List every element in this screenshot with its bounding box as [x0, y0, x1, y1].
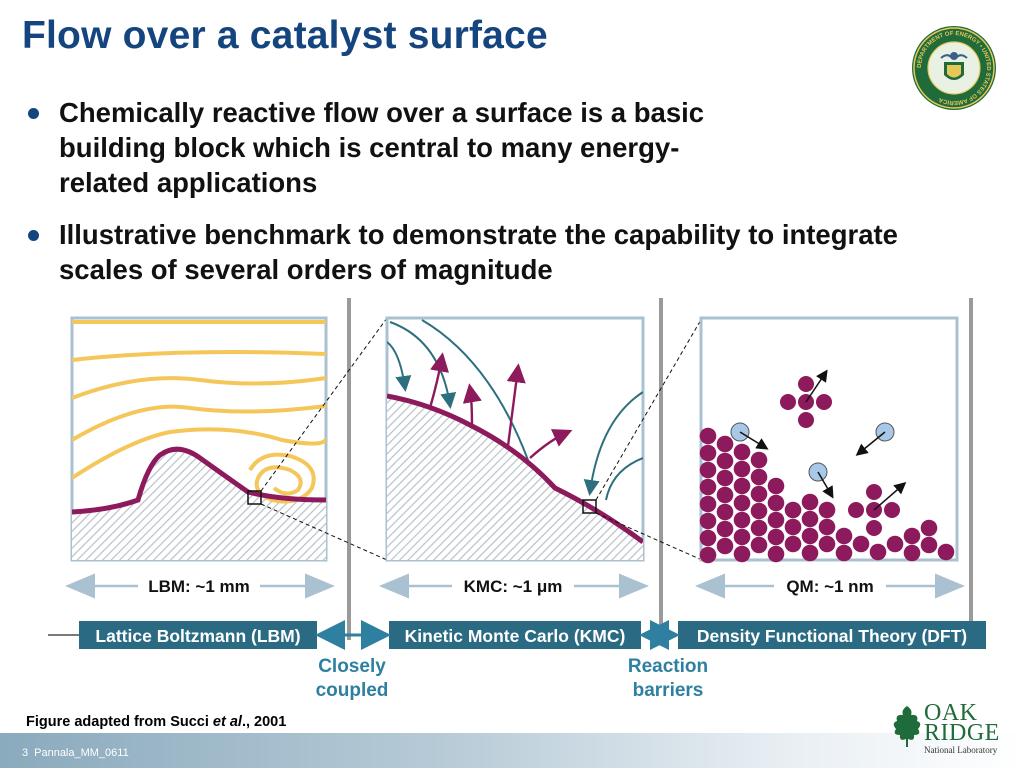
atom: [920, 519, 938, 537]
method-label: Lattice Boltzmann (LBM): [95, 626, 300, 646]
atom: [716, 503, 734, 521]
atom: [699, 512, 717, 530]
atom: [733, 545, 751, 563]
method-box: [79, 621, 317, 649]
logo-line1: OAK: [924, 700, 978, 726]
figure-caption: Figure adapted from Succi et al., 2001: [26, 714, 286, 730]
atom: [716, 537, 734, 555]
method-box: [678, 621, 986, 649]
atom: [903, 527, 921, 545]
atom: [733, 494, 751, 512]
oak-leaf-icon: [893, 706, 921, 747]
atom: [750, 536, 768, 554]
atom: [835, 527, 853, 545]
bullet-icon: [28, 230, 39, 241]
atom: [784, 501, 802, 519]
method-box: [389, 621, 641, 649]
atom: [818, 518, 836, 536]
atom: [733, 511, 751, 529]
atom: [767, 545, 785, 563]
atom: [699, 546, 717, 564]
atom: [767, 477, 785, 495]
atom: [903, 544, 921, 562]
atom: [699, 529, 717, 547]
document-id: Pannala_MM_0611: [34, 747, 129, 759]
scale-label: KMC: ~1 μm: [464, 577, 563, 596]
lbm-panel: [70, 316, 328, 562]
atom: [699, 495, 717, 513]
slide-title: Flow over a catalyst surface: [22, 14, 548, 57]
atom: [733, 443, 751, 461]
bullet-text: Chemically reactive flow over a surface …: [59, 97, 705, 198]
atom: [699, 427, 717, 445]
method-label: Kinetic Monte Carlo (KMC): [405, 626, 626, 646]
bullet-item: Chemically reactive flow over a surface …: [28, 95, 749, 200]
coupling-label: coupled: [316, 680, 389, 701]
atom: [818, 501, 836, 519]
atom: [716, 469, 734, 487]
atom: [716, 486, 734, 504]
atom: [699, 478, 717, 496]
atom: [733, 528, 751, 546]
caption-suffix: ., 2001: [241, 714, 287, 730]
atom: [801, 527, 819, 545]
atom: [852, 535, 870, 553]
footer: 3 Pannala_MM_0611: [22, 747, 135, 759]
atom: [818, 535, 836, 553]
multiscale-diagram: LBM: ~1 mm KMC: ~1 μm QM: ~1 nm Lattice …: [48, 298, 986, 701]
coupling-label: Reaction: [628, 656, 708, 677]
atom: [750, 451, 768, 469]
ornl-logo: OAK RIDGE National Laboratory: [890, 700, 1010, 755]
bullet-text: Illustrative benchmark to demonstrate th…: [59, 219, 898, 285]
atom-lattice: [699, 427, 955, 564]
bullet-icon: [28, 108, 39, 119]
atom: [733, 477, 751, 495]
atom: [886, 535, 904, 553]
atom: [835, 544, 853, 562]
caption-italic: et al: [212, 714, 242, 730]
atom: [937, 543, 955, 561]
scale-label: LBM: ~1 mm: [148, 577, 250, 596]
caption-prefix: Figure adapted from Succi: [26, 714, 213, 730]
logo-line2: RIDGE: [924, 720, 1000, 746]
atom: [750, 485, 768, 503]
bullet-list: Chemically reactive flow over a surface …: [28, 95, 908, 304]
atom: [784, 518, 802, 536]
atom: [767, 528, 785, 546]
doe-seal-logo: DEPARTMENT OF ENERGY • UNITED STATES OF …: [912, 26, 996, 110]
kmc-panel: [385, 316, 645, 562]
atom: [767, 494, 785, 512]
scale-label: QM: ~1 nm: [786, 577, 873, 596]
dft-panel: [699, 316, 959, 564]
atom: [750, 519, 768, 537]
coupling-label: barriers: [633, 680, 704, 701]
atom: [801, 544, 819, 562]
atom: [699, 444, 717, 462]
zoom-box: [582, 499, 597, 514]
logo-line3: National Laboratory: [924, 745, 998, 755]
footer-bar: [0, 733, 1024, 768]
atom: [767, 511, 785, 529]
atom: [784, 535, 802, 553]
atom: [920, 536, 938, 554]
bullet-item: Illustrative benchmark to demonstrate th…: [28, 217, 908, 287]
atom: [716, 520, 734, 538]
atom: [750, 468, 768, 486]
atom: [699, 461, 717, 479]
atom: [750, 502, 768, 520]
atom: [716, 452, 734, 470]
atom: [801, 510, 819, 528]
page-number: 3: [22, 747, 29, 759]
coupling-label: Closely: [318, 656, 386, 677]
atom: [716, 435, 734, 453]
atom: [733, 460, 751, 478]
method-label: Density Functional Theory (DFT): [697, 626, 967, 646]
zoom-box: [247, 490, 262, 505]
atom: [869, 543, 887, 561]
atom: [801, 493, 819, 511]
